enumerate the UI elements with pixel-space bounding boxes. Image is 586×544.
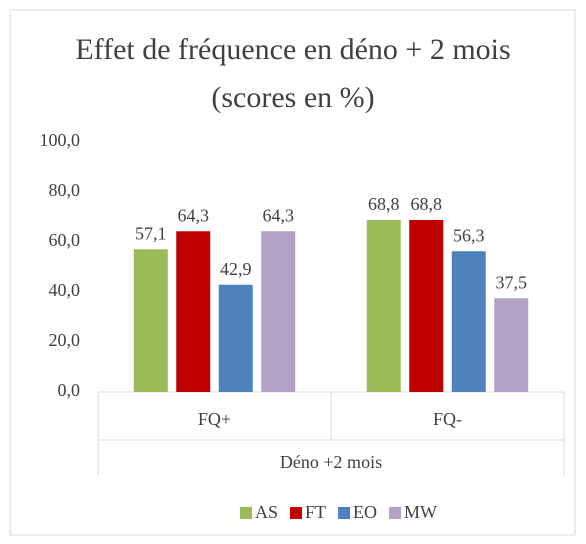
bar: [176, 231, 211, 392]
data-label: 64,3: [178, 205, 210, 225]
data-label: 56,3: [453, 225, 485, 245]
legend-label: EO: [353, 502, 377, 522]
x-tick-label: FQ+: [198, 409, 231, 429]
bar: [451, 251, 486, 392]
chart-title: Effet de fréquence en déno + 2 mois (sco…: [75, 33, 511, 114]
legend-swatch: [290, 507, 303, 519]
bar: [133, 249, 168, 392]
legend-swatch: [240, 507, 252, 519]
legend-label: MW: [404, 502, 437, 522]
y-tick-label: 0,0: [58, 380, 81, 400]
data-label: 42,9: [220, 259, 252, 279]
bar: [409, 220, 444, 392]
bar: [366, 220, 401, 392]
legend-label: FT: [305, 502, 326, 522]
data-label: 57,1: [135, 223, 167, 243]
bar: [218, 284, 253, 392]
legend-label: AS: [255, 502, 278, 522]
bar: [494, 298, 529, 392]
legend-swatch: [338, 507, 351, 519]
y-tick-label: 100,0: [40, 130, 81, 150]
y-tick-label: 20,0: [49, 330, 81, 350]
x-tick-label: FQ-: [433, 409, 462, 429]
data-label: 68,8: [411, 194, 443, 214]
bar: [261, 231, 296, 392]
y-tick-label: 40,0: [49, 280, 81, 300]
legend-swatch: [389, 507, 402, 519]
group-label: Déno +2 mois: [280, 452, 382, 472]
y-tick-label: 60,0: [49, 230, 81, 250]
y-tick-label: 80,0: [49, 180, 81, 200]
data-label: 68,8: [368, 194, 400, 214]
data-label: 64,3: [263, 205, 295, 225]
data-label: 37,5: [496, 272, 528, 292]
